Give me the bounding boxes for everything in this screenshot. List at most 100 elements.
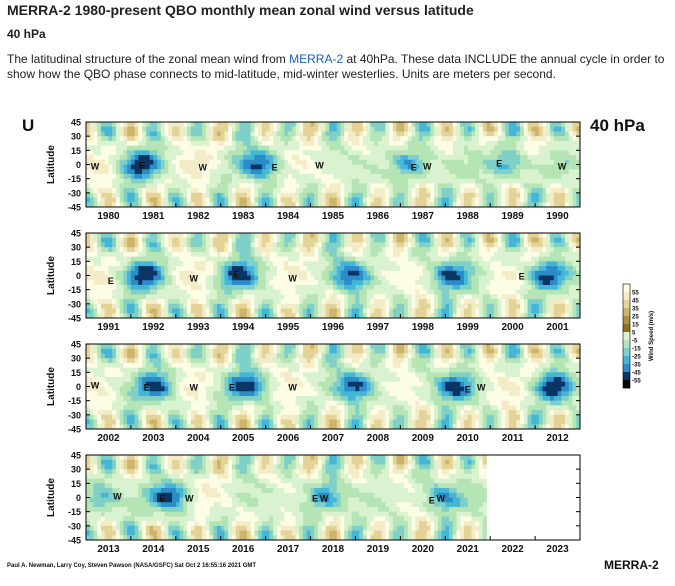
heatmap-cell <box>135 193 139 198</box>
merra2-link[interactable]: MERRA-2 <box>289 52 343 66</box>
heatmap-cell <box>329 146 333 151</box>
heatmap-cell <box>131 122 135 127</box>
heatmap-cell <box>213 127 217 132</box>
heatmap-cell <box>393 233 397 238</box>
heatmap-cell <box>419 179 423 184</box>
heatmap-cell <box>363 174 367 179</box>
heatmap-cell <box>355 257 359 262</box>
heatmap-cell <box>97 136 101 141</box>
heatmap-cell <box>108 372 112 377</box>
heatmap-cell <box>269 276 273 281</box>
heatmap-cell <box>501 179 505 184</box>
heatmap-cell <box>449 169 453 174</box>
heatmap-cell <box>247 257 251 262</box>
heatmap-cell <box>528 193 532 198</box>
heatmap-cell <box>299 276 303 281</box>
heatmap-cell <box>101 309 105 314</box>
heatmap-cell <box>340 183 344 188</box>
heatmap-cell <box>438 238 442 243</box>
heatmap-cell <box>101 122 105 127</box>
heatmap-cell <box>116 304 120 309</box>
heatmap-cell <box>281 266 285 271</box>
heatmap-cell <box>490 169 494 174</box>
heatmap-cell <box>516 304 520 309</box>
heatmap-cell <box>86 198 90 203</box>
heatmap-cell <box>311 155 315 160</box>
heatmap-cell <box>157 276 161 281</box>
heatmap-cell <box>543 247 547 252</box>
heatmap-cell <box>486 304 490 309</box>
heatmap-cell <box>565 276 569 281</box>
heatmap-cell <box>123 238 127 243</box>
heatmap-cell <box>258 174 262 179</box>
heatmap-cell <box>311 188 315 193</box>
heatmap-cell <box>453 131 457 136</box>
heatmap-cell <box>93 146 97 151</box>
heatmap-cell <box>415 122 419 127</box>
heatmap-cell <box>442 238 446 243</box>
heatmap-cell <box>165 276 169 281</box>
heatmap-cell <box>217 285 221 290</box>
heatmap-cell <box>247 309 251 314</box>
heatmap-cell <box>385 127 389 132</box>
heatmap-cell <box>146 238 150 243</box>
heatmap-cell <box>337 294 341 299</box>
heatmap-cell <box>108 261 112 266</box>
heatmap-cell <box>191 150 195 155</box>
heatmap-cell <box>206 198 210 203</box>
heatmap-cell <box>498 247 502 252</box>
heatmap-cell <box>445 276 449 281</box>
heatmap-cell <box>404 294 408 299</box>
heatmap-cell <box>382 238 386 243</box>
heatmap-cell <box>161 188 165 193</box>
heatmap-cell <box>296 242 300 247</box>
heatmap-cell <box>389 233 393 238</box>
heatmap-cell <box>198 233 202 238</box>
y-tick-label: -45 <box>68 203 81 213</box>
heatmap-cell <box>483 299 487 304</box>
heatmap-cell <box>340 276 344 281</box>
heatmap-cell <box>400 304 404 309</box>
heatmap-cell <box>423 252 427 257</box>
heatmap-cell <box>191 309 195 314</box>
heatmap-cell <box>520 285 524 290</box>
heatmap-cell <box>397 160 401 165</box>
heatmap-cell <box>318 266 322 271</box>
heatmap-cell <box>254 290 258 295</box>
heatmap-cell <box>415 174 419 179</box>
heatmap-cell <box>202 252 206 257</box>
heatmap-cell <box>516 122 520 127</box>
heatmap-cell <box>329 160 333 165</box>
y-tick-label: -15 <box>68 174 81 184</box>
heatmap-cell <box>337 280 341 285</box>
heatmap-cell <box>457 238 461 243</box>
heatmap-cell <box>408 266 412 271</box>
heatmap-cell <box>153 285 157 290</box>
heatmap-cell <box>326 299 330 304</box>
heatmap-cell <box>318 309 322 314</box>
heatmap-cell <box>509 150 513 155</box>
heatmap-cell <box>558 238 562 243</box>
heatmap-cell <box>539 160 543 165</box>
heatmap-cell <box>273 304 277 309</box>
heatmap-cell <box>210 193 214 198</box>
heatmap-cell <box>509 290 513 295</box>
heatmap-cell <box>198 238 202 243</box>
heatmap-cell <box>561 242 565 247</box>
heatmap-cell <box>93 410 97 415</box>
heatmap-cell <box>445 266 449 271</box>
heatmap-cell <box>142 299 146 304</box>
heatmap-cell <box>509 155 513 160</box>
heatmap-cell <box>101 174 105 179</box>
heatmap-cell <box>513 131 517 136</box>
heatmap-cell <box>101 169 105 174</box>
heatmap-cell <box>254 257 258 262</box>
heatmap-cell <box>101 304 105 309</box>
heatmap-cell <box>176 174 180 179</box>
heatmap-cell <box>161 146 165 151</box>
heatmap-cell <box>93 304 97 309</box>
heatmap-cell <box>516 294 520 299</box>
heatmap-cell <box>206 188 210 193</box>
heatmap-cell <box>210 252 214 257</box>
heatmap-cell <box>232 188 236 193</box>
